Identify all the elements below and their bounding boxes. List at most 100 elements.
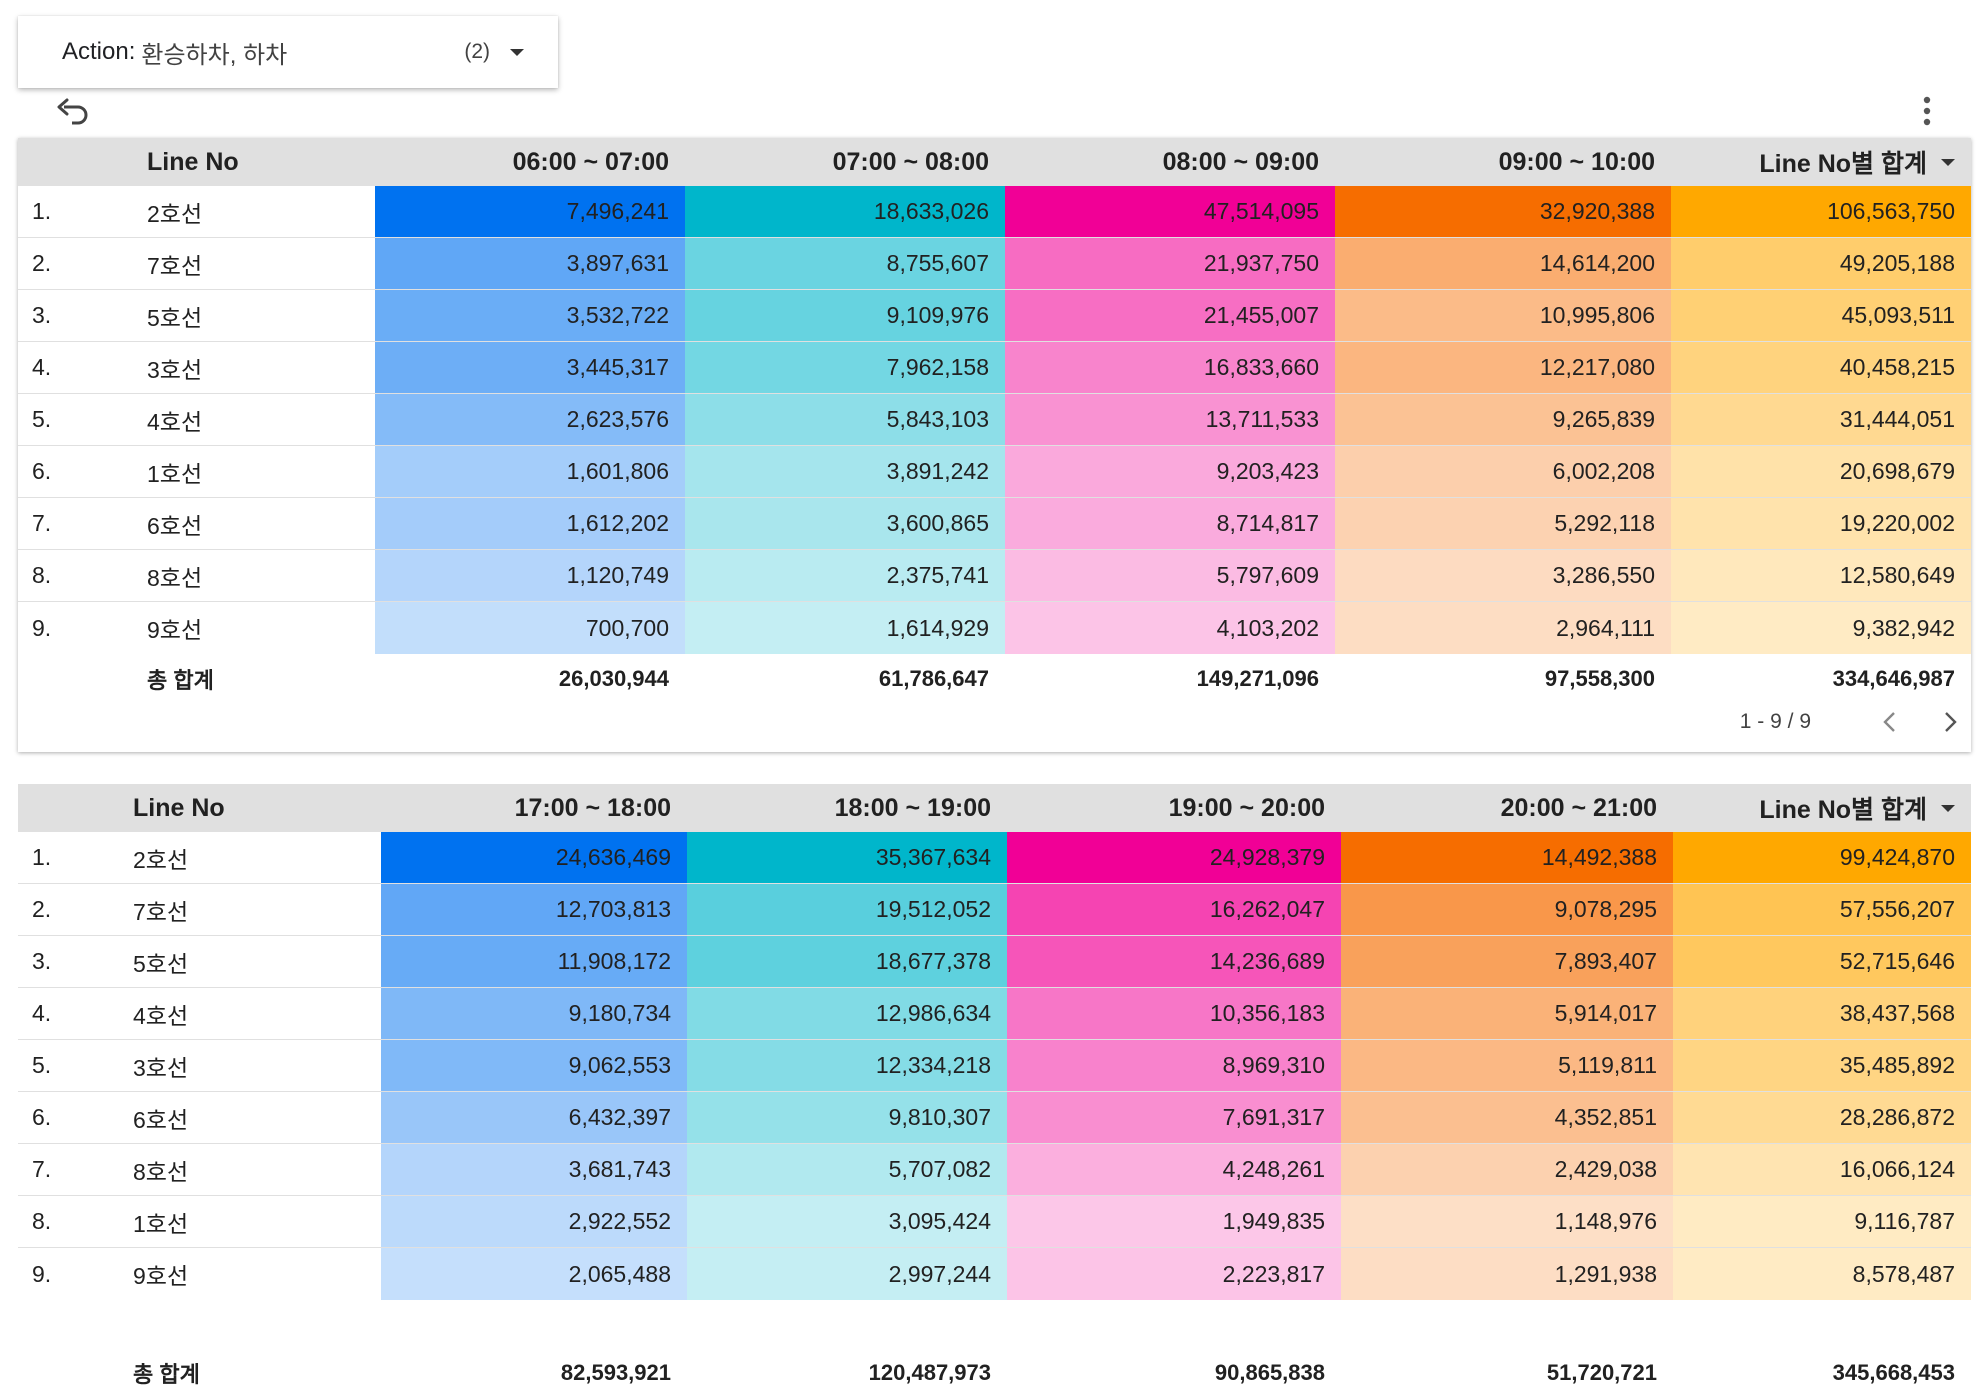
table-row: 6. 6호선 6,432,397 9,810,307 7,691,317 4,352,85… [18,1092,1971,1144]
value-cell: 13,711,533 [1005,394,1335,445]
action-filter-dropdown[interactable]: Action: 환승하차, 하차 (2) [18,16,558,88]
line-no-cell: 6호선 [147,512,203,539]
total-label: 총 합계 [133,1362,200,1387]
value-cell: 14,492,388 [1341,832,1673,883]
row-total-cell: 57,556,207 [1673,884,1971,935]
table-header: Line No 06:00 ~ 07:00 07:00 ~ 08:00 08:00 ~… [18,138,1971,186]
table-row: 4. 3호선 3,445,317 7,962,158 16,833,660 12,217,… [18,342,1971,394]
header-line-no[interactable]: Line No [147,148,375,177]
header-time-slot[interactable]: 18:00 ~ 19:00 [687,794,1007,823]
total-index-spacer [18,1348,133,1392]
row-total-cell: 45,093,511 [1671,290,1971,341]
value-cell: 35,367,634 [687,832,1007,883]
value-cell: 2,922,552 [381,1196,687,1247]
undo-icon[interactable] [56,96,92,126]
row-index: 9. [32,1260,52,1287]
line-no-cell: 5호선 [147,304,203,331]
total-value: 345,668,453 [1832,1360,1955,1385]
value-cell: 12,334,218 [687,1040,1007,1091]
value-cell: 9,078,295 [1341,884,1673,935]
value-cell: 1,148,976 [1341,1196,1673,1247]
value-cell: 21,937,750 [1005,238,1335,289]
value-cell: 2,065,488 [381,1248,687,1300]
header-time-slot[interactable]: 19:00 ~ 20:00 [1007,794,1341,823]
value-cell: 5,292,118 [1335,498,1671,549]
header-time-slot[interactable]: 06:00 ~ 07:00 [375,148,685,177]
value-cell: 16,262,047 [1007,884,1341,935]
header-line-no[interactable]: Line No [133,794,381,823]
header-total-by-line[interactable]: Line No별 합계 [1671,144,1971,180]
row-index: 6. [32,1104,52,1130]
line-no-cell: 1호선 [147,460,203,487]
value-cell: 9,109,976 [685,290,1005,341]
header-time-slot[interactable]: 08:00 ~ 09:00 [1005,148,1335,177]
line-no-cell: 9호선 [147,617,203,643]
value-cell: 3,891,242 [685,446,1005,497]
value-cell: 9,062,553 [381,1040,687,1091]
header-label: 17:00 ~ 18:00 [514,793,671,822]
value-cell: 8,969,310 [1007,1040,1341,1091]
total-label: 총 합계 [147,668,214,693]
line-no-cell: 4호선 [147,408,203,435]
row-total-cell: 9,382,942 [1671,602,1971,654]
sort-caret-down-icon [1941,804,1955,812]
line-no-cell: 1호선 [133,1210,189,1237]
header-time-slot[interactable]: 17:00 ~ 18:00 [381,794,687,823]
total-row: 총 합계 82,593,921 120,487,973 90,865,838 51,72… [18,1348,1971,1392]
value-cell: 2,223,817 [1007,1248,1341,1300]
value-cell: 12,986,634 [687,988,1007,1039]
value-cell: 1,601,806 [375,446,685,497]
row-index: 3. [32,948,52,974]
pivot-table-evening: Line No 17:00 ~ 18:00 18:00 ~ 19:00 19:00 ~… [18,784,1971,1392]
table-row: 9. 9호선 700,700 1,614,929 4,103,202 2,964,111 9… [18,602,1971,654]
value-cell: 24,636,469 [381,832,687,883]
header-label: 18:00 ~ 19:00 [834,793,991,822]
value-cell: 3,532,722 [375,290,685,341]
table-row: 5. 3호선 9,062,553 12,334,218 8,969,310 5,119,8… [18,1040,1971,1092]
table-row: 7. 6호선 1,612,202 3,600,865 8,714,817 5,292,11… [18,498,1971,550]
value-cell: 5,797,609 [1005,550,1335,601]
value-cell: 9,810,307 [687,1092,1007,1143]
chevron-left-icon[interactable] [1869,702,1909,742]
value-cell: 7,691,317 [1007,1092,1341,1143]
value-cell: 18,677,378 [687,936,1007,987]
value-cell: 24,928,379 [1007,832,1341,883]
row-total-cell: 12,580,649 [1671,550,1971,601]
line-no-cell: 2호선 [147,200,203,227]
value-cell: 47,514,095 [1005,186,1335,237]
table-row: 9. 9호선 2,065,488 2,997,244 2,223,817 1,291,93… [18,1248,1971,1300]
value-cell: 21,455,007 [1005,290,1335,341]
header-label: Line No별 합계 [1759,796,1927,824]
table-row: 6. 1호선 1,601,806 3,891,242 9,203,423 6,002,20… [18,446,1971,498]
header-label: 09:00 ~ 10:00 [1498,147,1655,176]
total-value: 82,593,921 [560,1360,671,1385]
row-index: 2. [32,896,52,922]
table-body: 1. 2호선 24,636,469 35,367,634 24,928,379 14,49… [18,832,1971,1300]
row-index: 4. [32,354,52,380]
header-label: 20:00 ~ 21:00 [1500,793,1657,822]
table-row: 4. 4호선 9,180,734 12,986,634 10,356,183 5,914,… [18,988,1971,1040]
header-time-slot[interactable]: 20:00 ~ 21:00 [1341,794,1673,823]
value-cell: 2,964,111 [1335,602,1671,654]
header-label: Line No [147,147,239,176]
header-time-slot[interactable]: 07:00 ~ 08:00 [685,148,1005,177]
header-total-by-line[interactable]: Line No별 합계 [1673,790,1971,826]
row-total-cell: 52,715,646 [1673,936,1971,987]
row-index: 5. [32,406,52,432]
row-index: 1. [32,198,52,224]
value-cell: 3,600,865 [685,498,1005,549]
value-cell: 14,236,689 [1007,936,1341,987]
value-cell: 9,203,423 [1005,446,1335,497]
value-cell: 19,512,052 [687,884,1007,935]
row-total-cell: 16,066,124 [1673,1144,1971,1195]
header-time-slot[interactable]: 09:00 ~ 10:00 [1335,148,1671,177]
header-label: 19:00 ~ 20:00 [1168,793,1325,822]
value-cell: 4,352,851 [1341,1092,1673,1143]
header-label: 07:00 ~ 08:00 [832,147,989,176]
value-cell: 12,703,813 [381,884,687,935]
value-cell: 6,432,397 [381,1092,687,1143]
line-no-cell: 6호선 [133,1106,189,1133]
more-vert-icon[interactable] [1914,94,1940,128]
chevron-right-icon[interactable] [1931,702,1971,742]
row-total-cell: 19,220,002 [1671,498,1971,549]
